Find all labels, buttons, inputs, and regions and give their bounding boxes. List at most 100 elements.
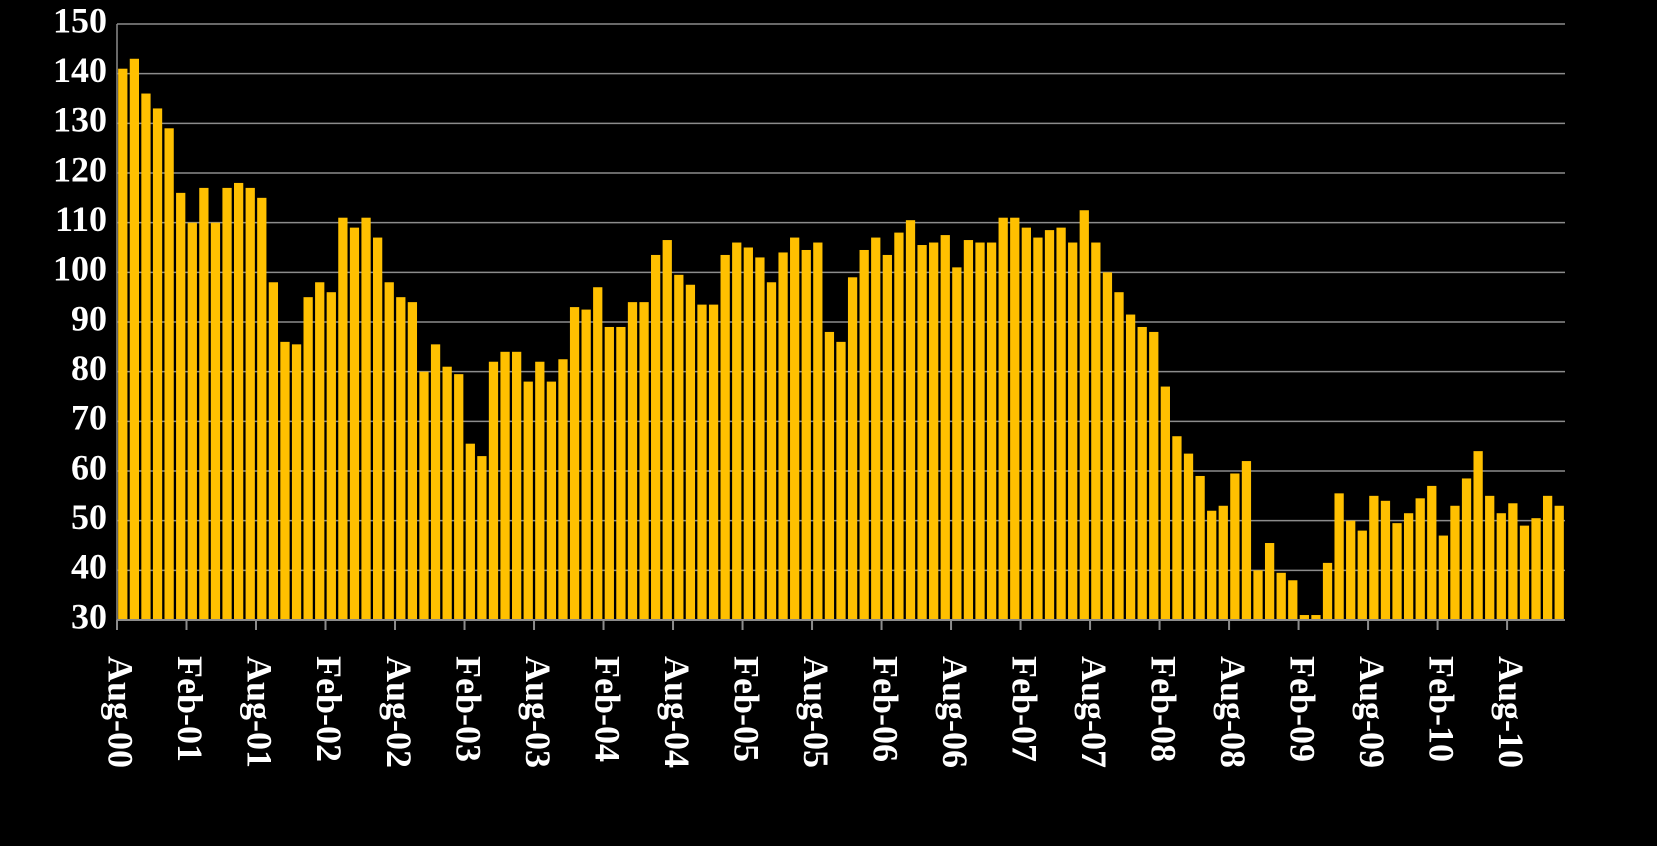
bar <box>1380 500 1391 620</box>
bar <box>1276 572 1286 620</box>
bar <box>1473 451 1483 620</box>
bar <box>732 242 742 621</box>
bar <box>1241 461 1252 620</box>
bar <box>1125 314 1136 620</box>
bar <box>1044 230 1055 620</box>
bar <box>141 93 151 621</box>
bar <box>1091 242 1101 621</box>
x-tick-label: Aug-09 <box>1352 656 1392 768</box>
bar <box>1114 292 1124 620</box>
y-tick-label: 80 <box>71 348 107 388</box>
bar <box>593 287 603 620</box>
y-tick-label: 150 <box>53 0 107 40</box>
bar <box>268 282 279 620</box>
bar <box>1079 210 1089 620</box>
x-tick-label: Aug-05 <box>796 656 836 768</box>
bar <box>477 456 487 620</box>
bar <box>1369 495 1379 620</box>
x-tick-label: Aug-10 <box>1491 656 1531 768</box>
y-tick-label: 120 <box>53 149 107 189</box>
bar <box>326 292 336 620</box>
y-tick-label: 130 <box>53 100 107 140</box>
bar <box>454 374 464 620</box>
bar <box>280 341 290 620</box>
bar <box>349 227 360 620</box>
y-tick-label: 30 <box>71 596 107 636</box>
bar <box>129 58 140 621</box>
bar <box>291 344 302 620</box>
x-tick-label: Aug-02 <box>379 656 419 768</box>
bar <box>1346 520 1356 620</box>
bar <box>1160 386 1170 620</box>
bar <box>662 240 672 621</box>
bar <box>315 282 325 620</box>
x-tick-label: Feb-10 <box>1421 656 1461 762</box>
bar <box>1056 227 1066 620</box>
bar <box>1450 505 1460 620</box>
bar <box>384 282 394 620</box>
x-tick-label: Aug-03 <box>518 656 558 768</box>
bar <box>1508 503 1518 620</box>
bar <box>697 304 707 620</box>
y-tick-label: 140 <box>53 50 107 90</box>
x-tick-label: Aug-07 <box>1074 656 1114 768</box>
bar <box>1195 475 1205 620</box>
y-tick-label: 100 <box>53 249 107 289</box>
bar <box>1288 580 1298 620</box>
bar <box>1010 217 1020 620</box>
y-tick-label: 110 <box>55 199 107 239</box>
x-tick-label: Feb-08 <box>1143 656 1183 762</box>
bar <box>963 240 974 621</box>
bar <box>627 302 638 620</box>
bar <box>929 242 939 621</box>
bar <box>1102 272 1113 620</box>
bar <box>512 351 522 620</box>
bar <box>986 242 997 621</box>
bar <box>558 359 568 620</box>
bar <box>1519 525 1530 620</box>
bar <box>1230 473 1240 620</box>
bar <box>361 217 371 620</box>
bar <box>1183 453 1194 620</box>
x-tick-label: Aug-00 <box>101 656 141 768</box>
bar <box>790 237 800 621</box>
bar <box>245 187 255 620</box>
bar <box>1415 498 1425 620</box>
x-tick-label: Feb-02 <box>309 656 349 762</box>
bar <box>1149 331 1159 620</box>
bar <box>859 249 869 620</box>
bar <box>419 371 429 620</box>
y-tick-label: 70 <box>71 398 107 438</box>
x-tick-label: Aug-08 <box>1213 656 1253 768</box>
bar <box>1207 510 1217 620</box>
x-tick-label: Feb-03 <box>448 656 488 762</box>
y-tick-label: 90 <box>71 298 107 338</box>
bar <box>940 235 950 621</box>
bar <box>176 192 186 620</box>
bar <box>222 187 232 620</box>
bar <box>338 217 348 620</box>
bar <box>1021 227 1031 620</box>
bar <box>233 182 244 620</box>
bar <box>894 232 904 620</box>
bar <box>152 108 163 620</box>
bar <box>569 307 580 620</box>
x-tick-label: Feb-06 <box>865 656 905 762</box>
bar <box>303 297 313 620</box>
bar <box>1531 518 1541 620</box>
bar <box>500 351 510 620</box>
bar <box>813 242 823 621</box>
bar <box>407 302 418 620</box>
bar <box>743 247 753 620</box>
bar <box>199 187 209 620</box>
bar <box>1496 513 1506 620</box>
y-tick-label: 40 <box>71 547 107 587</box>
bar <box>1068 242 1078 621</box>
bar <box>1485 495 1495 620</box>
bar <box>1357 530 1367 620</box>
bar <box>1033 237 1043 621</box>
bar <box>442 366 452 620</box>
bar <box>1322 562 1333 620</box>
bar <box>1137 326 1147 620</box>
